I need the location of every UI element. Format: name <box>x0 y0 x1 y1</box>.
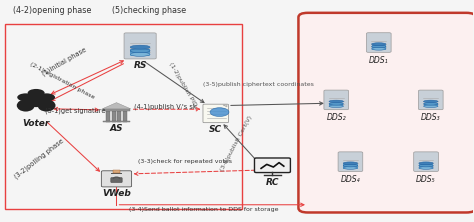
Ellipse shape <box>424 103 438 105</box>
Ellipse shape <box>343 164 358 167</box>
FancyBboxPatch shape <box>101 171 132 187</box>
Text: (1-2)publish PID: (1-2)publish PID <box>168 62 197 107</box>
Ellipse shape <box>419 162 433 165</box>
FancyBboxPatch shape <box>255 158 291 172</box>
FancyBboxPatch shape <box>203 104 228 123</box>
Bar <box>419 165 433 167</box>
Ellipse shape <box>424 105 438 107</box>
Text: DDS₄: DDS₄ <box>341 175 360 184</box>
Circle shape <box>17 93 34 101</box>
Bar <box>113 170 120 173</box>
Ellipse shape <box>372 45 386 48</box>
Text: (4-2)opening phase: (4-2)opening phase <box>12 6 91 15</box>
Text: SC: SC <box>209 125 222 134</box>
Bar <box>372 48 386 50</box>
Text: (2-1)registration phase: (2-1)registration phase <box>29 62 95 100</box>
Bar <box>103 121 130 123</box>
Bar <box>130 53 150 56</box>
Text: DDS₂: DDS₂ <box>327 113 346 122</box>
Ellipse shape <box>372 48 386 50</box>
Ellipse shape <box>130 49 150 53</box>
Bar <box>123 111 127 122</box>
Bar <box>111 173 122 174</box>
Ellipse shape <box>372 43 386 46</box>
Ellipse shape <box>343 162 358 165</box>
Ellipse shape <box>17 99 35 111</box>
Circle shape <box>210 108 229 117</box>
Ellipse shape <box>329 105 344 107</box>
Ellipse shape <box>37 99 55 111</box>
Bar <box>329 103 344 105</box>
Text: DDS₁: DDS₁ <box>369 56 389 65</box>
Text: (3-2)polling phase: (3-2)polling phase <box>12 137 64 180</box>
Ellipse shape <box>419 167 433 169</box>
Text: (4-1)publish Vᵢ's sk: (4-1)publish Vᵢ's sk <box>134 103 197 110</box>
FancyBboxPatch shape <box>414 152 438 171</box>
Text: (1)Initial phase: (1)Initial phase <box>41 46 88 77</box>
Text: (3-4)Send ballot information to DDS for storage: (3-4)Send ballot information to DDS for … <box>129 207 279 212</box>
Bar <box>106 111 110 122</box>
Ellipse shape <box>130 45 150 49</box>
Ellipse shape <box>424 100 438 103</box>
Ellipse shape <box>130 52 150 56</box>
Text: RC: RC <box>266 178 279 187</box>
Bar <box>343 165 358 167</box>
Text: (3-6)publish Cert(V): (3-6)publish Cert(V) <box>219 115 253 172</box>
Bar <box>130 49 150 53</box>
Ellipse shape <box>27 95 45 107</box>
Polygon shape <box>223 105 227 107</box>
Text: RS: RS <box>133 61 147 70</box>
Circle shape <box>38 93 55 101</box>
FancyBboxPatch shape <box>338 152 363 171</box>
Bar <box>329 105 344 107</box>
Text: AS: AS <box>110 124 123 133</box>
Bar <box>424 103 438 105</box>
Bar <box>372 45 386 48</box>
Ellipse shape <box>329 100 344 103</box>
Text: (5)checking phase: (5)checking phase <box>112 6 186 15</box>
Text: DDS₅: DDS₅ <box>416 175 436 184</box>
Bar <box>419 167 433 169</box>
Ellipse shape <box>343 167 358 169</box>
Text: (3-5)publish ciphertext coordinates: (3-5)publish ciphertext coordinates <box>203 82 314 87</box>
Ellipse shape <box>419 164 433 167</box>
Bar <box>118 111 121 122</box>
FancyBboxPatch shape <box>111 178 122 182</box>
FancyBboxPatch shape <box>366 33 391 52</box>
FancyBboxPatch shape <box>419 90 443 110</box>
Text: VWeb: VWeb <box>102 189 131 198</box>
Circle shape <box>27 89 45 97</box>
Polygon shape <box>102 103 131 109</box>
FancyBboxPatch shape <box>124 33 156 59</box>
FancyBboxPatch shape <box>299 13 474 212</box>
Ellipse shape <box>329 103 344 105</box>
Text: (3-3)check for repeated votes: (3-3)check for repeated votes <box>138 159 232 164</box>
Text: Voter: Voter <box>22 119 50 128</box>
Bar <box>103 109 130 111</box>
Text: DDS₃: DDS₃ <box>421 113 441 122</box>
Bar <box>424 105 438 107</box>
Bar <box>112 111 116 122</box>
FancyBboxPatch shape <box>324 90 348 110</box>
Bar <box>343 167 358 169</box>
Text: (3-1)get signature: (3-1)get signature <box>45 107 106 114</box>
Bar <box>5 24 242 209</box>
